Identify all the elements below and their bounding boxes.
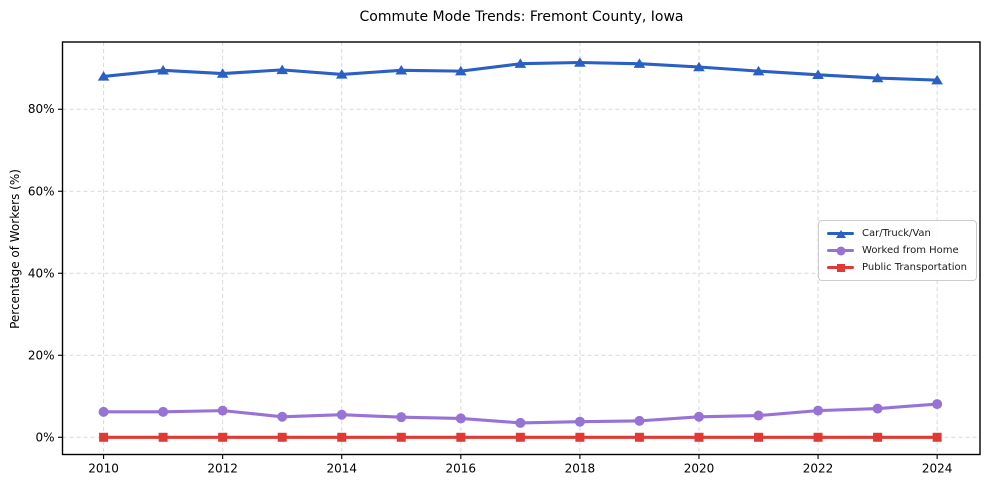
marker-public-transportation bbox=[456, 432, 466, 442]
y-tick-label: 20% bbox=[28, 348, 55, 362]
x-tick-label: 2016 bbox=[446, 462, 477, 476]
marker-car-truck-van bbox=[931, 74, 943, 85]
legend-item-worked-from-home: Worked from Home bbox=[827, 244, 967, 257]
car-truck-van-line-icon bbox=[827, 228, 855, 239]
x-tick-label: 2014 bbox=[326, 462, 357, 476]
marker-car-truck-van bbox=[97, 71, 110, 81]
x-tick-label: 2020 bbox=[684, 462, 715, 476]
x-tick-label: 2022 bbox=[803, 462, 834, 476]
marker-worked-from-home bbox=[753, 410, 764, 421]
legend: Car/Truck/Van Worked from Home Public Tr… bbox=[818, 220, 977, 281]
marker-worked-from-home bbox=[396, 412, 407, 423]
x-tick-label: 2024 bbox=[922, 462, 953, 476]
marker-public-transportation bbox=[932, 432, 942, 442]
x-tick-label: 2010 bbox=[88, 462, 119, 476]
marker-public-transportation bbox=[873, 432, 883, 442]
marker-public-transportation bbox=[337, 432, 347, 442]
marker-worked-from-home bbox=[574, 416, 585, 427]
x-tick-label: 2018 bbox=[565, 462, 596, 476]
marker-worked-from-home bbox=[98, 406, 109, 417]
marker-worked-from-home bbox=[515, 417, 526, 428]
marker-car-truck-van bbox=[395, 64, 408, 75]
marker-public-transportation bbox=[634, 432, 644, 442]
marker-car-truck-van bbox=[157, 64, 169, 75]
plot-border bbox=[61, 41, 981, 456]
legend-item-public-transportation: Public Transportation bbox=[827, 261, 967, 274]
marker-car-truck-van bbox=[633, 58, 646, 68]
marker-public-transportation bbox=[575, 432, 585, 442]
marker-public-transportation bbox=[515, 432, 525, 442]
marker-public-transportation bbox=[218, 432, 228, 442]
marker-public-transportation bbox=[277, 432, 287, 442]
marker-car-truck-van bbox=[812, 69, 824, 80]
marker-public-transportation bbox=[694, 432, 704, 442]
marker-worked-from-home bbox=[693, 411, 704, 422]
marker-car-truck-van bbox=[455, 65, 467, 76]
legend-label-public-transportation: Public Transportation bbox=[862, 262, 967, 273]
legend-label-worked-from-home: Worked from Home bbox=[862, 245, 959, 256]
marker-worked-from-home bbox=[455, 413, 466, 424]
worked-from-home-line-icon bbox=[827, 245, 855, 256]
marker-car-truck-van bbox=[871, 72, 884, 83]
marker-worked-from-home bbox=[336, 409, 347, 420]
y-tick-label: 60% bbox=[28, 184, 55, 198]
marker-public-transportation bbox=[396, 432, 406, 442]
x-tick-label: 2012 bbox=[207, 462, 238, 476]
public-transportation-line-icon bbox=[827, 262, 855, 273]
marker-worked-from-home bbox=[277, 411, 288, 422]
marker-worked-from-home bbox=[872, 403, 883, 414]
marker-public-transportation bbox=[158, 432, 168, 442]
marker-car-truck-van bbox=[574, 57, 586, 67]
y-tick-label: 0% bbox=[35, 430, 54, 444]
marker-car-truck-van bbox=[216, 68, 229, 78]
chart-title: Commute Mode Trends: Fremont County, Iow… bbox=[359, 9, 684, 25]
marker-car-truck-van bbox=[335, 69, 348, 79]
marker-public-transportation bbox=[99, 432, 109, 442]
legend-label-car-truck-van: Car/Truck/Van bbox=[862, 228, 931, 239]
legend-item-car-truck-van: Car/Truck/Van bbox=[827, 227, 967, 240]
marker-worked-from-home bbox=[932, 399, 943, 410]
marker-worked-from-home bbox=[217, 405, 228, 416]
marker-public-transportation bbox=[813, 432, 823, 442]
marker-worked-from-home bbox=[813, 405, 824, 416]
marker-car-truck-van bbox=[693, 61, 705, 72]
marker-public-transportation bbox=[754, 432, 764, 442]
marker-worked-from-home bbox=[158, 406, 169, 417]
y-tick-label: 80% bbox=[28, 102, 55, 116]
marker-car-truck-van bbox=[276, 64, 288, 75]
marker-car-truck-van bbox=[752, 65, 765, 76]
y-tick-label: 40% bbox=[28, 266, 55, 280]
marker-worked-from-home bbox=[634, 415, 645, 426]
marker-car-truck-van bbox=[514, 58, 527, 68]
